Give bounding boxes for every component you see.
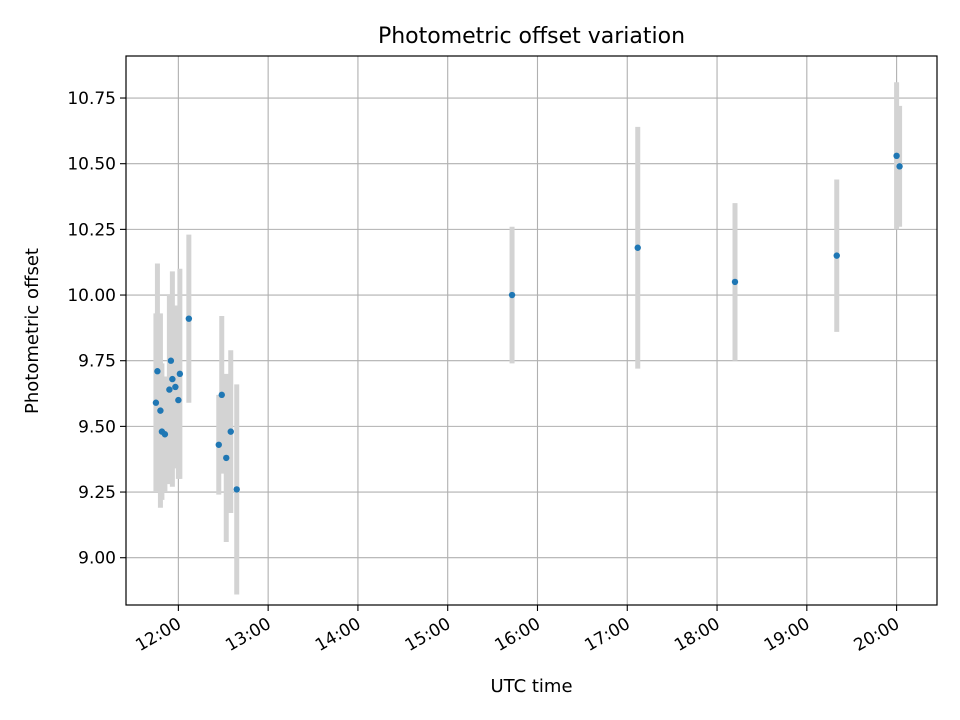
data-point bbox=[154, 368, 161, 375]
y-tick-label: 9.75 bbox=[78, 352, 116, 372]
plot-frame bbox=[125, 55, 938, 606]
data-point bbox=[152, 399, 160, 406]
x-tick-label: 13:00 bbox=[222, 614, 274, 656]
x-ticks: 12:00 13:00 14:00 15:00 16:00 17:00 18:00 19:00… bbox=[132, 605, 903, 656]
y-tick-label: 9.25 bbox=[78, 483, 116, 503]
x-tick-label: 16:00 bbox=[492, 614, 544, 656]
y-tick-label: 10.75 bbox=[67, 89, 116, 109]
data-point bbox=[167, 357, 175, 364]
data-point bbox=[893, 152, 900, 160]
data-point bbox=[218, 391, 225, 399]
y-tick-label: 10.25 bbox=[67, 220, 116, 240]
data-point bbox=[731, 278, 739, 286]
data-point bbox=[172, 383, 179, 391]
y-tick-label: 9.00 bbox=[78, 549, 116, 569]
data-points bbox=[152, 152, 903, 493]
y-ticks: 9.00 9.25 9.50 9.75 10.00 10.25 10.50 10.75 bbox=[67, 89, 126, 569]
data-point bbox=[157, 407, 164, 414]
data-point bbox=[227, 428, 234, 435]
data-point bbox=[169, 375, 176, 383]
data-point bbox=[508, 291, 516, 299]
error-bars bbox=[153, 82, 903, 595]
y-axis-label: Photometric offset bbox=[22, 248, 43, 414]
x-tick-label: 17:00 bbox=[581, 614, 633, 656]
data-point bbox=[166, 386, 173, 393]
data-point bbox=[634, 244, 641, 251]
x-tick-label: 12:00 bbox=[132, 614, 184, 656]
x-axis-label: UTC time bbox=[490, 676, 572, 697]
y-tick-label: 9.50 bbox=[78, 417, 116, 437]
y-tick-label: 10.50 bbox=[67, 155, 116, 175]
chart-title: Photometric offset variation bbox=[378, 24, 685, 49]
data-point bbox=[161, 431, 169, 438]
y-tick-label: 10.00 bbox=[67, 286, 116, 306]
x-tick-label: 20:00 bbox=[851, 614, 903, 656]
data-point bbox=[833, 252, 840, 259]
data-point bbox=[175, 396, 182, 404]
x-tick-label: 14:00 bbox=[312, 614, 364, 656]
data-point bbox=[896, 163, 903, 170]
x-tick-label: 15:00 bbox=[402, 614, 454, 656]
grid bbox=[126, 56, 937, 605]
data-point bbox=[215, 441, 222, 448]
data-point bbox=[185, 315, 193, 322]
x-tick-label: 18:00 bbox=[671, 614, 723, 656]
x-tick-label: 19:00 bbox=[761, 614, 813, 656]
data-point bbox=[223, 454, 230, 462]
data-point bbox=[233, 486, 240, 493]
data-point bbox=[176, 370, 184, 378]
